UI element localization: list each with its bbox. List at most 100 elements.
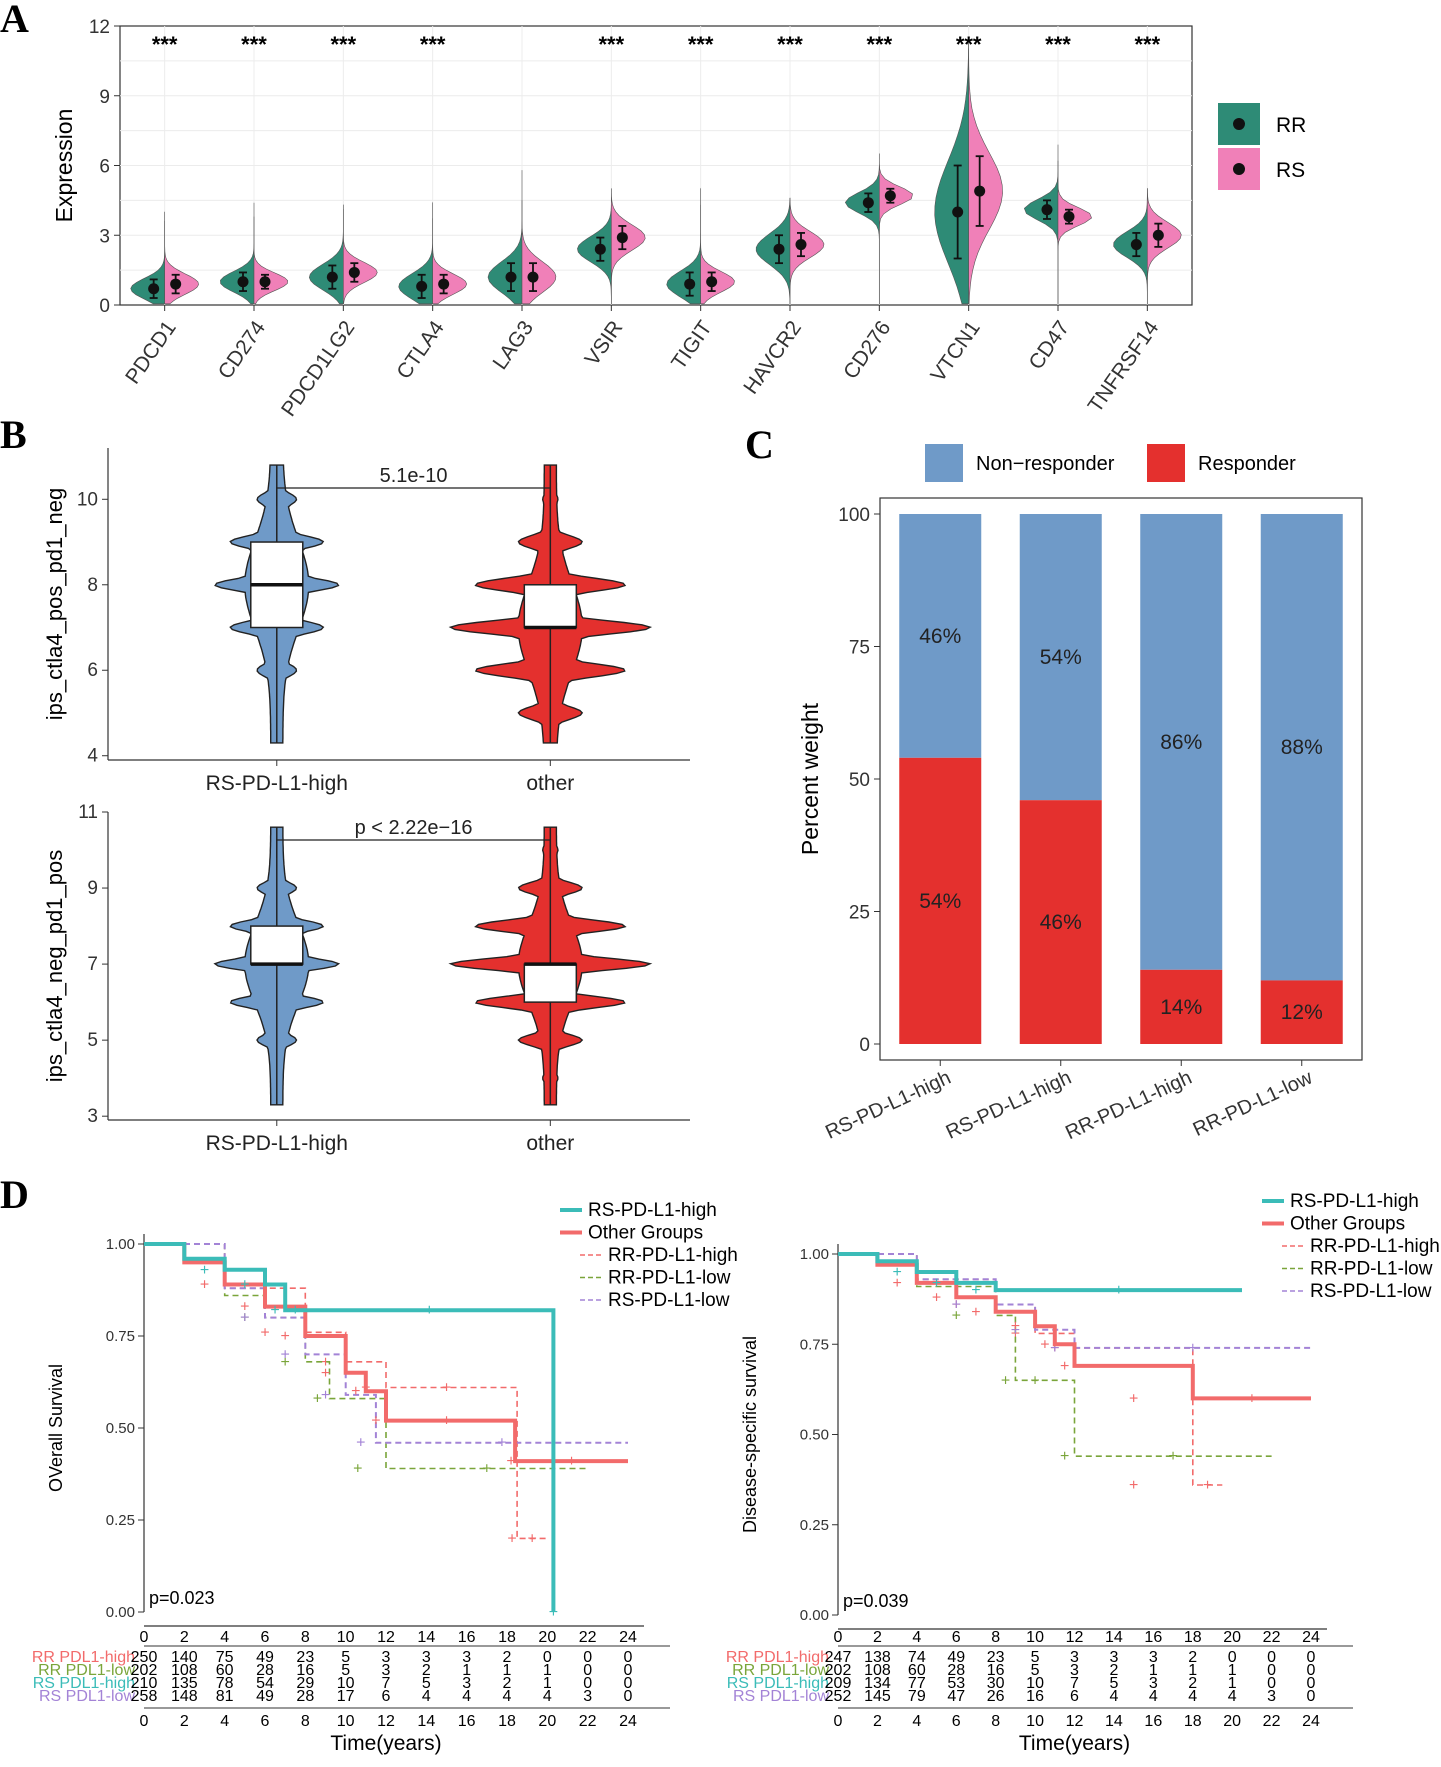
panel-d-overall-survival-chart: 0.00 0.25 0.50 0.75 1.00 OVerall Survival p=0.… — [32, 1200, 738, 1755]
censor-mark: + — [425, 1302, 434, 1319]
censor-mark: + — [371, 1413, 380, 1430]
risk-count: 0 — [624, 1675, 633, 1692]
panel-d-disease-specific-chart: 0.00 0.25 0.50 0.75 1.00 Disease-specific sur… — [726, 1191, 1440, 1755]
y-tick-label: 100 — [838, 505, 870, 526]
significance-stars: *** — [1045, 32, 1071, 57]
panel-b-top-violin-chart: 4 6 8 10 ips_ctla4_pos_pd1_neg RS-PD-L1-high o… — [42, 448, 690, 795]
risk-count: 3 — [462, 1675, 471, 1692]
risk-count: 1 — [462, 1662, 471, 1679]
legend-label: Responder — [1198, 453, 1296, 475]
legend-label: Other Groups — [588, 1223, 703, 1244]
panel-c-stacked-bar-chart: 0 25 50 75 100 Percent weight 46% 54% RS-PD-L1-h… — [797, 444, 1363, 1144]
violin-rr-ctla4 — [398, 202, 433, 305]
censor-mark: + — [260, 1324, 269, 1341]
censor-mark: + — [507, 1530, 516, 1547]
censor-mark: + — [1247, 1390, 1256, 1407]
censor-mark: + — [321, 1354, 330, 1371]
risk-count: 10 — [337, 1675, 355, 1692]
bar-responder — [1019, 800, 1102, 1044]
x-tick-label: TIGIT — [667, 317, 717, 374]
risk-count: 0 — [1307, 1675, 1316, 1692]
censor-mark: + — [1203, 1477, 1212, 1494]
legend-label: RS-PD-L1-low — [608, 1290, 730, 1311]
p-value-label: p=0.023 — [149, 1588, 215, 1608]
panel-b-bottom-violin-chart: 3 5 7 9 11 ips_ctla4_neg_pd1_pos RS-PD-L1-high… — [42, 802, 690, 1155]
risk-x-tick-bottom: 4 — [912, 1713, 921, 1730]
panel-label-d: D — [0, 1172, 29, 1217]
y-tick-label: 75 — [849, 638, 870, 659]
mean-point-rs — [1063, 211, 1075, 223]
risk-x-tick-bottom: 8 — [991, 1713, 1000, 1730]
censor-mark: + — [932, 1275, 941, 1292]
risk-count: 3 — [1149, 1675, 1158, 1692]
survival-curve-rs-pd-l1-high — [144, 1242, 556, 1612]
risk-x-tick-top: 18 — [1184, 1629, 1202, 1646]
risk-x-tick-top: 12 — [1066, 1629, 1084, 1646]
legend-label: RS-PD-L1-low — [1310, 1281, 1432, 1302]
legend-label: RS-PD-L1-high — [588, 1200, 717, 1221]
significance-stars: *** — [866, 32, 892, 57]
risk-x-tick-bottom: 12 — [1066, 1713, 1084, 1730]
risk-x-tick-bottom: 6 — [952, 1713, 961, 1730]
risk-count: 79 — [908, 1688, 926, 1705]
x-tick-label: RS-PD-L1-high — [206, 1132, 348, 1155]
censor-mark: + — [1129, 1390, 1138, 1407]
violin-rr-havcr2 — [755, 197, 791, 305]
censor-mark: + — [1168, 1448, 1177, 1465]
censor-mark: + — [321, 1365, 330, 1382]
x-tick-label: RS-PD-L1-high — [943, 1067, 1075, 1144]
y-axis-title: ips_ctla4_pos_pd1_neg — [42, 488, 67, 720]
risk-x-tick-top: 14 — [417, 1629, 435, 1646]
censor-mark: + — [1060, 1358, 1069, 1375]
y-tick-label: 9 — [87, 878, 98, 899]
significance-stars: *** — [1134, 32, 1160, 57]
risk-row-label: RS PDL1-low — [39, 1688, 135, 1705]
risk-count: 3 — [1109, 1649, 1118, 1666]
risk-count: 4 — [1149, 1688, 1158, 1705]
risk-x-tick-bottom: 14 — [417, 1713, 435, 1730]
risk-count: 3 — [382, 1662, 391, 1679]
risk-count: 54 — [256, 1675, 274, 1692]
x-tick-label: PDCD1LG2 — [277, 317, 359, 421]
legend-label: RR-PD-L1-low — [608, 1268, 731, 1289]
x-tick-label: VTCN1 — [926, 317, 984, 387]
risk-count: 2 — [1109, 1662, 1118, 1679]
censor-mark: + — [1114, 1282, 1123, 1299]
significance-bracket — [276, 839, 551, 858]
risk-count: 5 — [341, 1649, 350, 1666]
data-label-non-responder: 86% — [1160, 731, 1202, 754]
risk-count: 250 — [131, 1649, 158, 1666]
mean-point-rs — [527, 271, 539, 283]
risk-count: 10 — [1026, 1675, 1044, 1692]
risk-count: 4 — [1228, 1688, 1237, 1705]
risk-x-tick-bottom: 0 — [140, 1713, 149, 1730]
panel-label-b: B — [0, 412, 27, 457]
censor-mark: + — [952, 1297, 961, 1314]
risk-count: 1 — [1149, 1662, 1158, 1679]
censor-mark: + — [1001, 1372, 1010, 1389]
x-tick-label: CTLA4 — [392, 316, 449, 383]
censor-mark: + — [200, 1262, 209, 1279]
survival-curve-rr-pd-l1-low — [144, 1243, 588, 1470]
y-tick-label: 6 — [99, 157, 110, 178]
y-tick-label: 0.00 — [800, 1607, 829, 1624]
risk-x-tick-bottom: 6 — [261, 1713, 270, 1730]
censor-mark: + — [240, 1310, 249, 1327]
risk-count: 28 — [947, 1662, 965, 1679]
risk-count: 4 — [1188, 1688, 1197, 1705]
censor-mark: + — [291, 1302, 300, 1319]
risk-x-tick-bottom: 24 — [1302, 1713, 1320, 1730]
risk-count: 3 — [462, 1649, 471, 1666]
risk-x-tick-top: 6 — [952, 1629, 961, 1646]
violin-rs-havcr2 — [789, 198, 825, 304]
risk-count: 3 — [1070, 1649, 1079, 1666]
risk-x-tick-top: 4 — [912, 1629, 921, 1646]
censor-mark: + — [1060, 1448, 1069, 1465]
panel-a-violin-chart: 0 3 6 9 12 Expression *** PDCD1 *** CD274 *** PDCD1… — [51, 17, 1306, 421]
censor-mark: + — [932, 1289, 941, 1306]
risk-count: 258 — [131, 1688, 158, 1705]
censor-mark: + — [321, 1387, 330, 1404]
risk-count: 1 — [1188, 1662, 1197, 1679]
data-label-non-responder: 46% — [919, 625, 961, 648]
mean-point-rr — [594, 243, 606, 255]
